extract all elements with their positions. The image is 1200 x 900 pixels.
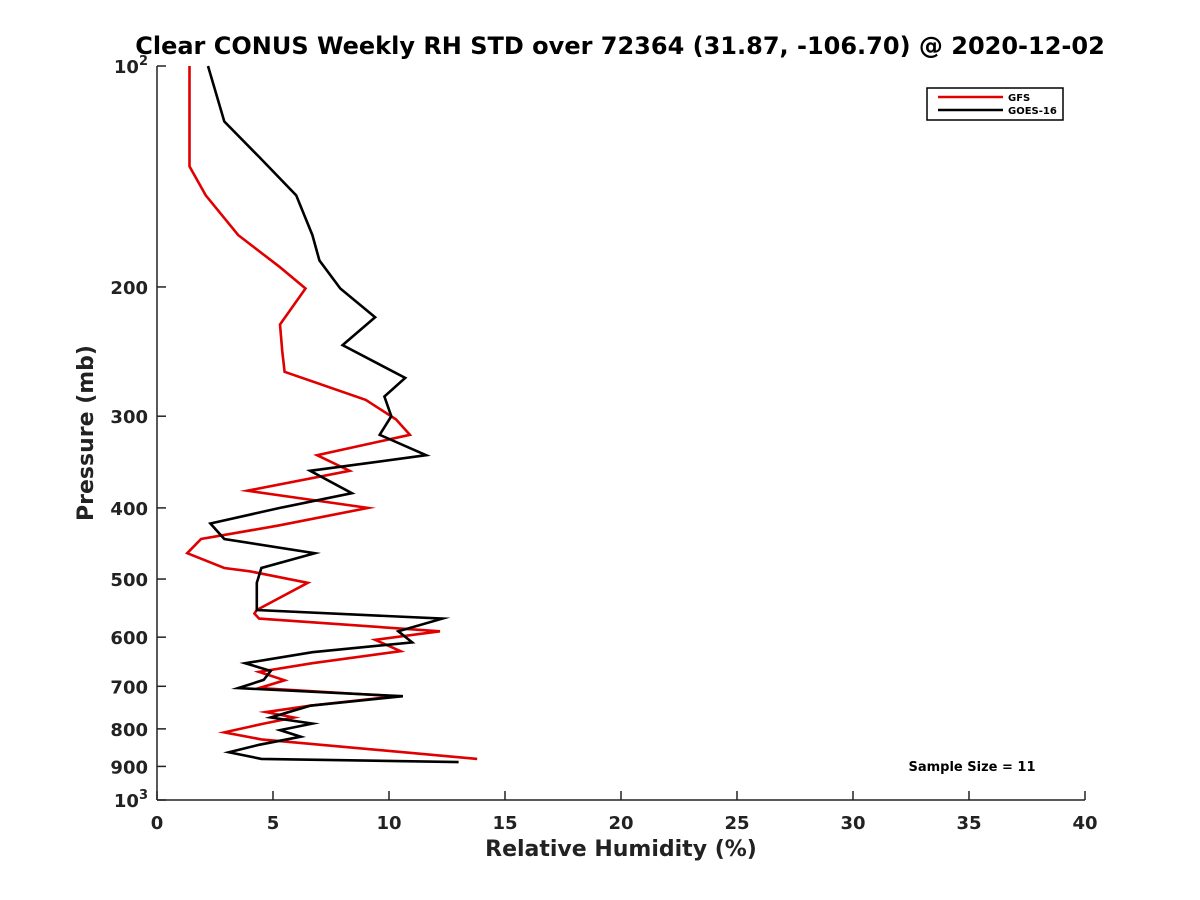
legend-label-goes16: GOES-16 xyxy=(1008,106,1057,117)
x-tick-label: 10 xyxy=(376,813,401,834)
y-tick-label: 600 xyxy=(110,628,148,649)
y-tick-label: 500 xyxy=(110,570,148,591)
x-tick-label: 35 xyxy=(956,813,981,834)
x-tick-label: 5 xyxy=(267,813,280,834)
y-tick-label: 300 xyxy=(110,407,148,428)
y-tick-label: 700 xyxy=(110,677,148,698)
y-tick-label: 200 xyxy=(110,278,148,299)
x-tick-label: 0 xyxy=(151,813,164,834)
x-axis-label: Relative Humidity (%) xyxy=(485,837,757,862)
x-tick-label: 30 xyxy=(840,813,865,834)
plot-area xyxy=(156,65,1085,801)
x-tick-label: 20 xyxy=(608,813,633,834)
series-layer xyxy=(184,65,478,764)
series-line-goes16 xyxy=(206,65,459,764)
x-tick-label: 40 xyxy=(1072,813,1097,834)
y-tick-label: 900 xyxy=(110,757,148,778)
y-axis-label: Pressure (mb) xyxy=(74,345,99,521)
y-tick-label: 800 xyxy=(110,720,148,741)
sample-size-annotation: Sample Size = 11 xyxy=(908,760,1035,775)
legend-label-gfs: GFS xyxy=(1008,93,1030,104)
x-tick-label: 15 xyxy=(492,813,517,834)
y-axis-ticks: 102 200 300 400 500 600 700 800 900 103 xyxy=(110,54,166,812)
y-tick-label: 400 xyxy=(110,499,148,520)
y-tick-label: 102 xyxy=(114,54,148,78)
legend-box xyxy=(926,87,1064,121)
series-line-gfs xyxy=(184,66,478,761)
x-axis-ticks: 0 5 10 15 20 25 30 35 40 xyxy=(151,791,1098,834)
chart-title: Clear CONUS Weekly RH STD over 72364 (31… xyxy=(135,32,1105,60)
y-tick-label: 103 xyxy=(114,788,148,812)
x-tick-label: 25 xyxy=(724,813,749,834)
legend: GFS GOES-16 xyxy=(926,87,1064,121)
